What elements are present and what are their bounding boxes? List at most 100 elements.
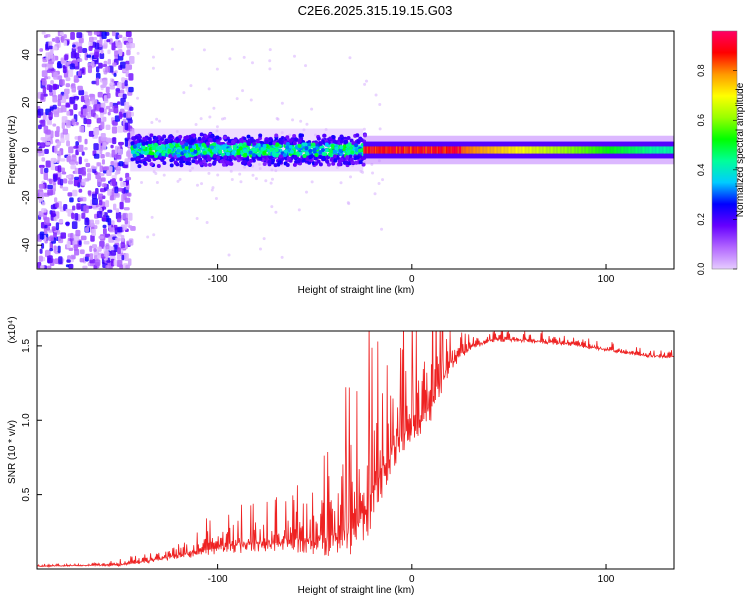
spectrogram-cell: [38, 124, 42, 130]
spectrogram-cell: [100, 132, 106, 141]
spectrogram-cell: [70, 254, 76, 260]
spectrogram-cell: [216, 155, 221, 160]
spectrogram-cell: [90, 234, 95, 242]
spectrogram-cell: [49, 235, 54, 242]
spectrogram-cell: [207, 157, 212, 162]
spectrogram-cell: [80, 235, 87, 241]
spectrogram-cell: [238, 172, 242, 176]
spectrogram-cell: [60, 232, 67, 239]
spectrogram-cell: [162, 173, 166, 177]
spectrogram-cell: [242, 55, 246, 59]
spectrogram-cell: [329, 157, 334, 162]
spectrogram-cell: [132, 144, 137, 149]
spectrogram-cell: [178, 177, 182, 181]
spectrogram-cell: [241, 89, 245, 93]
spectrogram-cell: [151, 146, 156, 151]
spectrogram-cell: [105, 200, 110, 208]
spectrogram-cell: [308, 154, 313, 159]
spectrogram-cell: [158, 140, 163, 145]
snr-y-tick-label: 0.5: [21, 487, 32, 501]
spectrogram-cell: [361, 162, 366, 167]
spectrogram-cell: [71, 155, 77, 164]
spectrogram-cell: [231, 139, 236, 144]
spectrogram-cell: [152, 139, 157, 144]
spectrogram-cell: [44, 167, 49, 173]
spectrogram-cell: [91, 60, 95, 69]
spectrogram-cell: [262, 144, 267, 149]
spectrogram-cell: [230, 155, 235, 160]
spectrogram-cell: [46, 116, 50, 122]
spectrogram-cell: [199, 117, 203, 121]
spectrogram-cell: [81, 178, 86, 186]
spectrogram-cell: [147, 143, 152, 148]
spectrogram-cell: [78, 197, 83, 202]
spectrogram-cell: [179, 141, 184, 146]
spectrogram-cell: [98, 62, 103, 69]
colorbar-label: Normalized spectral amplitude: [735, 82, 746, 217]
spectrogram-cell: [113, 73, 117, 77]
spectrogram-cell: [124, 101, 130, 110]
spectrogram-cell: [40, 119, 46, 127]
spectrogram-cell: [117, 187, 123, 192]
spectrogram-cell: [178, 134, 183, 139]
spectrogram-cell: [354, 143, 359, 148]
spectrogram-cell: [358, 160, 363, 165]
spectrogram-cell: [185, 153, 190, 158]
spectrogram-cell: [190, 138, 195, 143]
spectrogram-cell: [117, 125, 124, 133]
spectrogram-cell: [349, 175, 353, 179]
spectrogram-cell: [86, 168, 92, 173]
spectrogram-cell: [78, 37, 84, 44]
spectrogram-cell: [288, 145, 293, 150]
spectrogram-cell: [110, 160, 115, 166]
spectrogram-cell: [226, 151, 231, 156]
spectrogram-cell: [102, 142, 107, 151]
spectrogram-cell: [41, 31, 46, 35]
spectrogram-cell: [106, 170, 112, 176]
spectrogram-cell: [68, 69, 74, 77]
spectrogram-cell: [52, 104, 57, 110]
spectrogram-cell: [227, 147, 232, 152]
spectrogram-cell: [57, 150, 61, 157]
spectrogram-cell: [377, 182, 381, 186]
spectrogram-cell: [101, 31, 107, 39]
spectrogram-cell: [121, 188, 126, 194]
spectrogram-cell: [57, 245, 61, 253]
spectrogram-cell: [248, 158, 253, 163]
spectrogram-cell: [332, 149, 337, 154]
spectrogram-cell: [40, 265, 45, 269]
spectrogram-cell: [238, 146, 243, 151]
spectrogram-cell: [72, 189, 78, 197]
colorbar-tick-label: 0.4: [696, 164, 706, 177]
spectrogram-cell: [62, 186, 69, 192]
spectrogram-cell: [78, 240, 82, 246]
spectrogram-cell: [102, 64, 108, 68]
spectrogram-cell: [110, 250, 117, 256]
spectrogram-cell: [43, 93, 48, 97]
spectrogram-cell: [128, 225, 133, 229]
spectrogram-cell: [53, 111, 60, 118]
spectrogram-cell: [55, 202, 59, 208]
spectrogram-cell: [348, 56, 352, 60]
spectrogram-cell: [97, 91, 103, 98]
spectrogram-cell: [246, 134, 251, 139]
spectrogram-cell: [38, 164, 45, 168]
spectrogram-cell: [57, 165, 62, 173]
spectrogram-cell: [130, 141, 135, 146]
spectrogram-cell: [215, 67, 219, 71]
snr-y-axis-label: SNR (10 * v/v): [7, 420, 18, 484]
spectrogram-cell: [118, 93, 124, 97]
spectrogram-cell: [150, 121, 154, 125]
spectrogram-cell: [63, 40, 68, 46]
spectrogram-cell: [324, 142, 329, 147]
spectrogram-cell: [100, 154, 105, 159]
spectrogram-cell: [39, 231, 45, 240]
spectrogram-cell: [50, 204, 57, 210]
spectrogram-cell: [672, 146, 674, 154]
spectrogram-cell: [107, 58, 111, 65]
spectrogram-cell: [336, 162, 341, 167]
spectrogram-cell: [267, 159, 272, 164]
spectrogram-cell: [345, 155, 350, 160]
spectrogram-cell: [50, 157, 57, 164]
spectrogram-cell: [84, 256, 89, 262]
